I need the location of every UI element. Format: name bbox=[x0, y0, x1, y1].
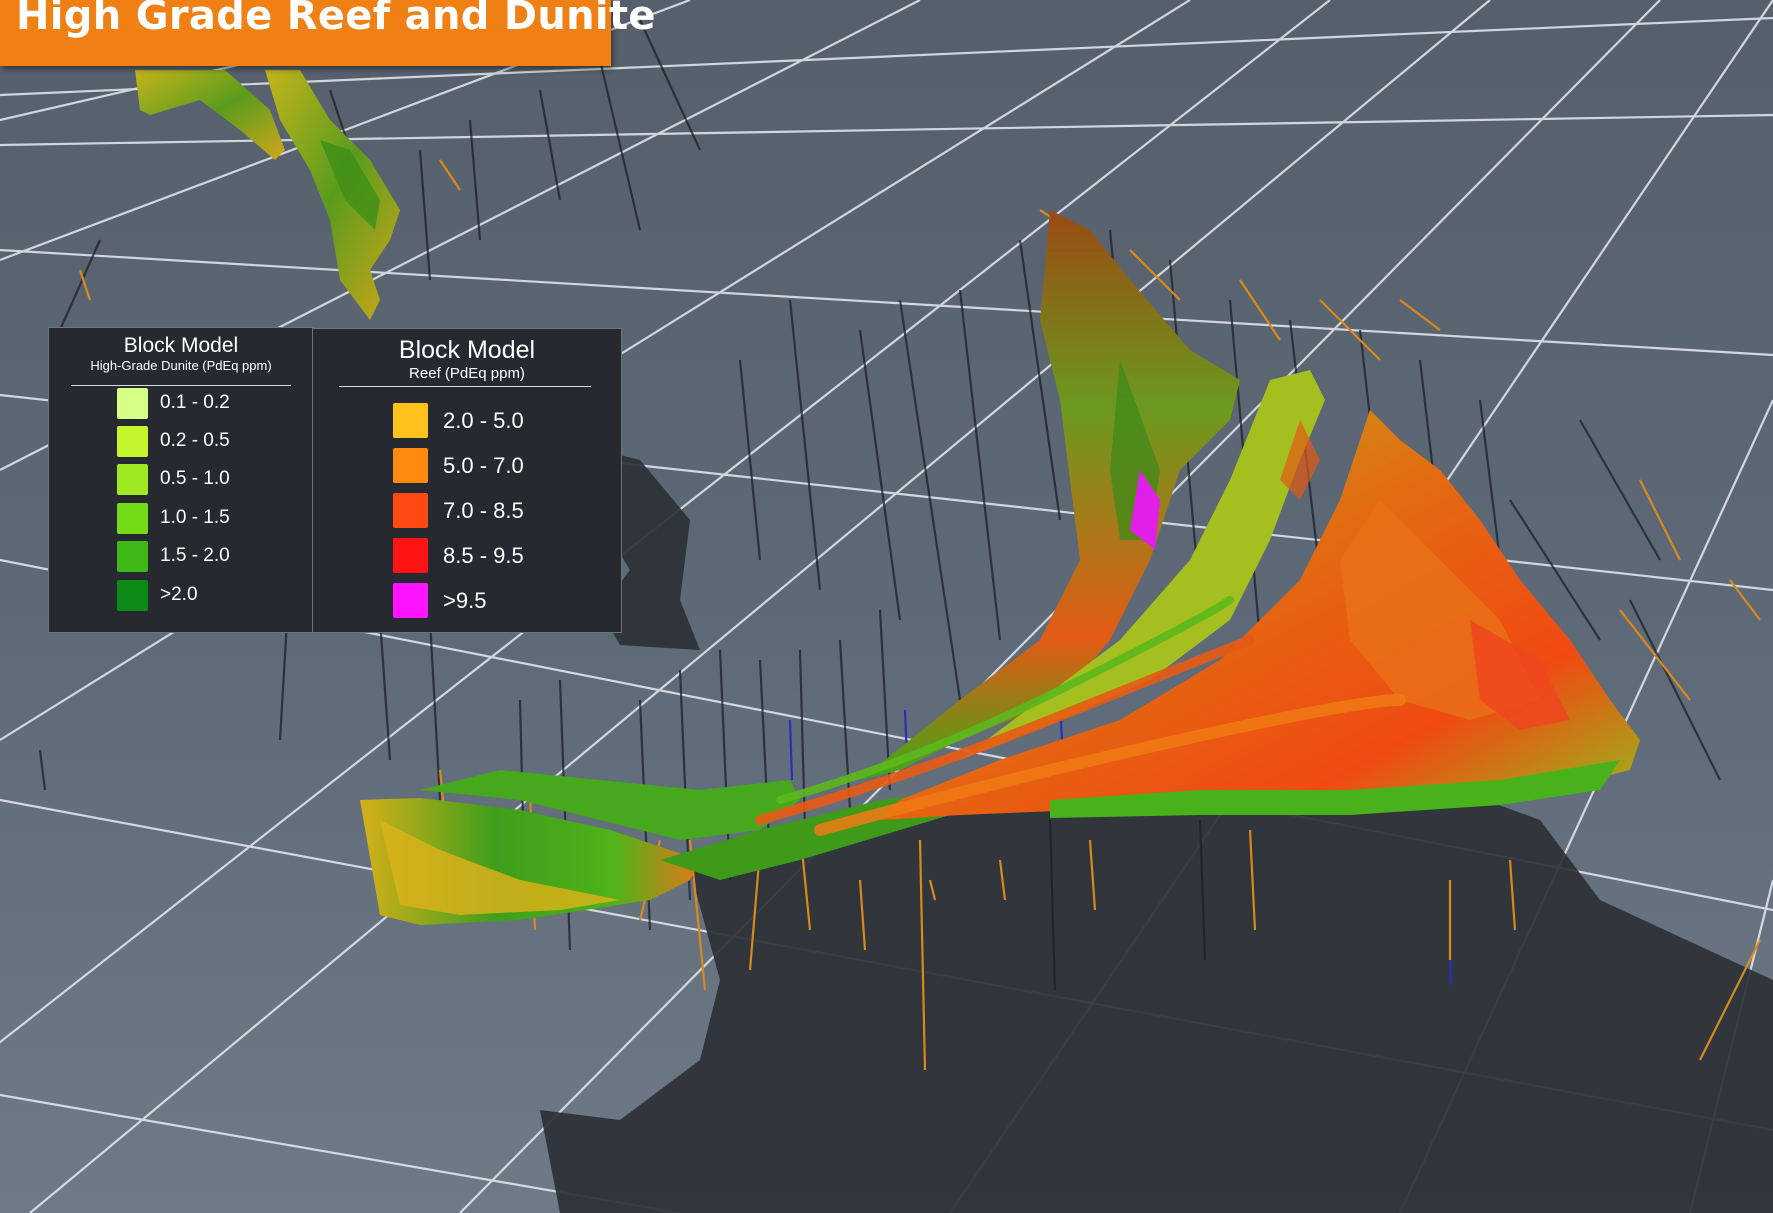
legend-item: 0.2 - 0.5 bbox=[49, 426, 313, 460]
legend-item-label: 5.0 - 7.0 bbox=[443, 453, 524, 478]
page-title: High Grade Reef and Dunite bbox=[16, 0, 656, 39]
title-banner: High Grade Reef and Dunite bbox=[0, 0, 655, 66]
legend-item: 1.5 - 2.0 bbox=[49, 541, 313, 575]
legend-swatch bbox=[117, 388, 148, 419]
legend-item: 8.5 - 9.5 bbox=[313, 538, 621, 573]
reef-connecting-ribbons bbox=[755, 596, 1406, 836]
legend-item-label: 7.0 - 8.5 bbox=[443, 498, 524, 523]
legend-item-label: 8.5 - 9.5 bbox=[443, 543, 524, 568]
legend-item: 5.0 - 7.0 bbox=[313, 448, 621, 483]
legend-item: 2.0 - 5.0 bbox=[313, 403, 621, 438]
legend-high-grade-dunite: Block Model High-Grade Dunite (PdEq ppm)… bbox=[48, 327, 314, 633]
legend-title: Block Model bbox=[398, 336, 536, 364]
legend-item: >9.5 bbox=[313, 583, 621, 618]
legend-item-label: 2.0 - 5.0 bbox=[443, 408, 524, 433]
legend-swatch bbox=[117, 541, 148, 572]
reef-fan bbox=[880, 410, 1640, 820]
legend-item: 0.5 - 1.0 bbox=[49, 464, 313, 498]
legend-item-label: 1.0 - 1.5 bbox=[160, 507, 230, 528]
legend-swatch bbox=[393, 583, 428, 618]
legend-swatch bbox=[117, 426, 148, 457]
upper-left-reef-fragment bbox=[135, 70, 400, 320]
legend-subtitle: Reef (PdEq ppm) bbox=[409, 365, 525, 382]
legend-item-label: 0.2 - 0.5 bbox=[160, 430, 230, 451]
legend-swatch bbox=[393, 448, 428, 483]
legend-divider bbox=[339, 386, 591, 387]
legend-subtitle: High-Grade Dunite (PdEq ppm) bbox=[90, 358, 272, 373]
legend-item-label: >2.0 bbox=[160, 584, 198, 605]
legend-swatch bbox=[117, 464, 148, 495]
legend-reef: Block Model Reef (PdEq ppm) 2.0 - 5.0 5.… bbox=[312, 328, 622, 633]
legend-swatch bbox=[117, 580, 148, 611]
legend-item-label: 0.5 - 1.0 bbox=[160, 468, 230, 489]
legend-swatch bbox=[393, 538, 428, 573]
legend-swatch bbox=[117, 503, 148, 534]
legend-item-label: >9.5 bbox=[443, 588, 487, 613]
legend-swatch bbox=[393, 493, 428, 528]
legend-item: 0.1 - 0.2 bbox=[49, 388, 313, 422]
legend-swatch bbox=[393, 403, 428, 438]
legend-item: 7.0 - 8.5 bbox=[313, 493, 621, 528]
legend-item-label: 1.5 - 2.0 bbox=[160, 545, 230, 566]
legend-divider bbox=[71, 385, 291, 386]
legend-title: Block Model bbox=[123, 334, 239, 357]
legend-item: >2.0 bbox=[49, 580, 313, 614]
legend-item: 1.0 - 1.5 bbox=[49, 503, 313, 537]
legend-item-label: 0.1 - 0.2 bbox=[160, 392, 230, 413]
